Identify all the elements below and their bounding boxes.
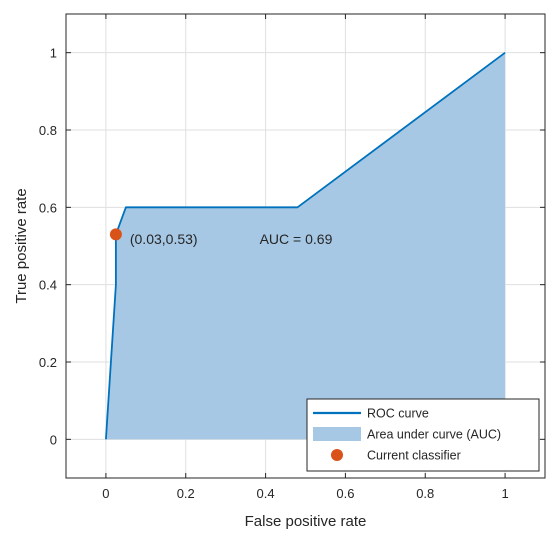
annotations: (0.03,0.53) AUC = 0.69 <box>130 231 333 247</box>
auc-value-label: AUC = 0.69 <box>260 231 333 247</box>
legend-point-swatch <box>331 449 343 461</box>
axes-box <box>65 13 546 479</box>
roc-curve-line <box>105 51 506 440</box>
y-axis-label: True positive rate <box>13 188 30 303</box>
axis-labels: False positive rate True positive rate <box>13 188 366 530</box>
x-tick-label: 0.2 <box>177 486 195 501</box>
current-classifier-point <box>109 228 122 241</box>
ticks: 0 0.2 0.4 0.6 0.8 1 0 0.2 0.4 0.6 0.8 1 <box>39 14 545 501</box>
x-tick-label: 0 <box>102 486 109 501</box>
y-tick-label: 0 <box>50 432 57 447</box>
x-tick-label: 0.6 <box>336 486 354 501</box>
y-tick-label: 0.6 <box>39 200 57 215</box>
classifier-coordinate-label: (0.03,0.53) <box>130 231 198 247</box>
x-tick-label: 0.4 <box>257 486 275 501</box>
x-tick-label: 1 <box>501 486 508 501</box>
plot-area <box>105 51 506 440</box>
legend-label: Current classifier <box>367 449 461 463</box>
y-tick-label: 1 <box>50 46 57 61</box>
auc-area <box>105 52 506 440</box>
y-tick-label: 0.8 <box>39 123 57 138</box>
legend: ROC curve Area under curve (AUC) Current c… <box>306 398 540 472</box>
x-axis-label: False positive rate <box>245 513 367 530</box>
y-tick-label: 0.4 <box>39 278 57 293</box>
legend-label: ROC curve <box>367 407 429 421</box>
legend-label: Area under curve (AUC) <box>367 428 501 442</box>
y-tick-label: 0.2 <box>39 355 57 370</box>
x-tick-label: 0.8 <box>416 486 434 501</box>
legend-area-swatch <box>313 427 361 441</box>
